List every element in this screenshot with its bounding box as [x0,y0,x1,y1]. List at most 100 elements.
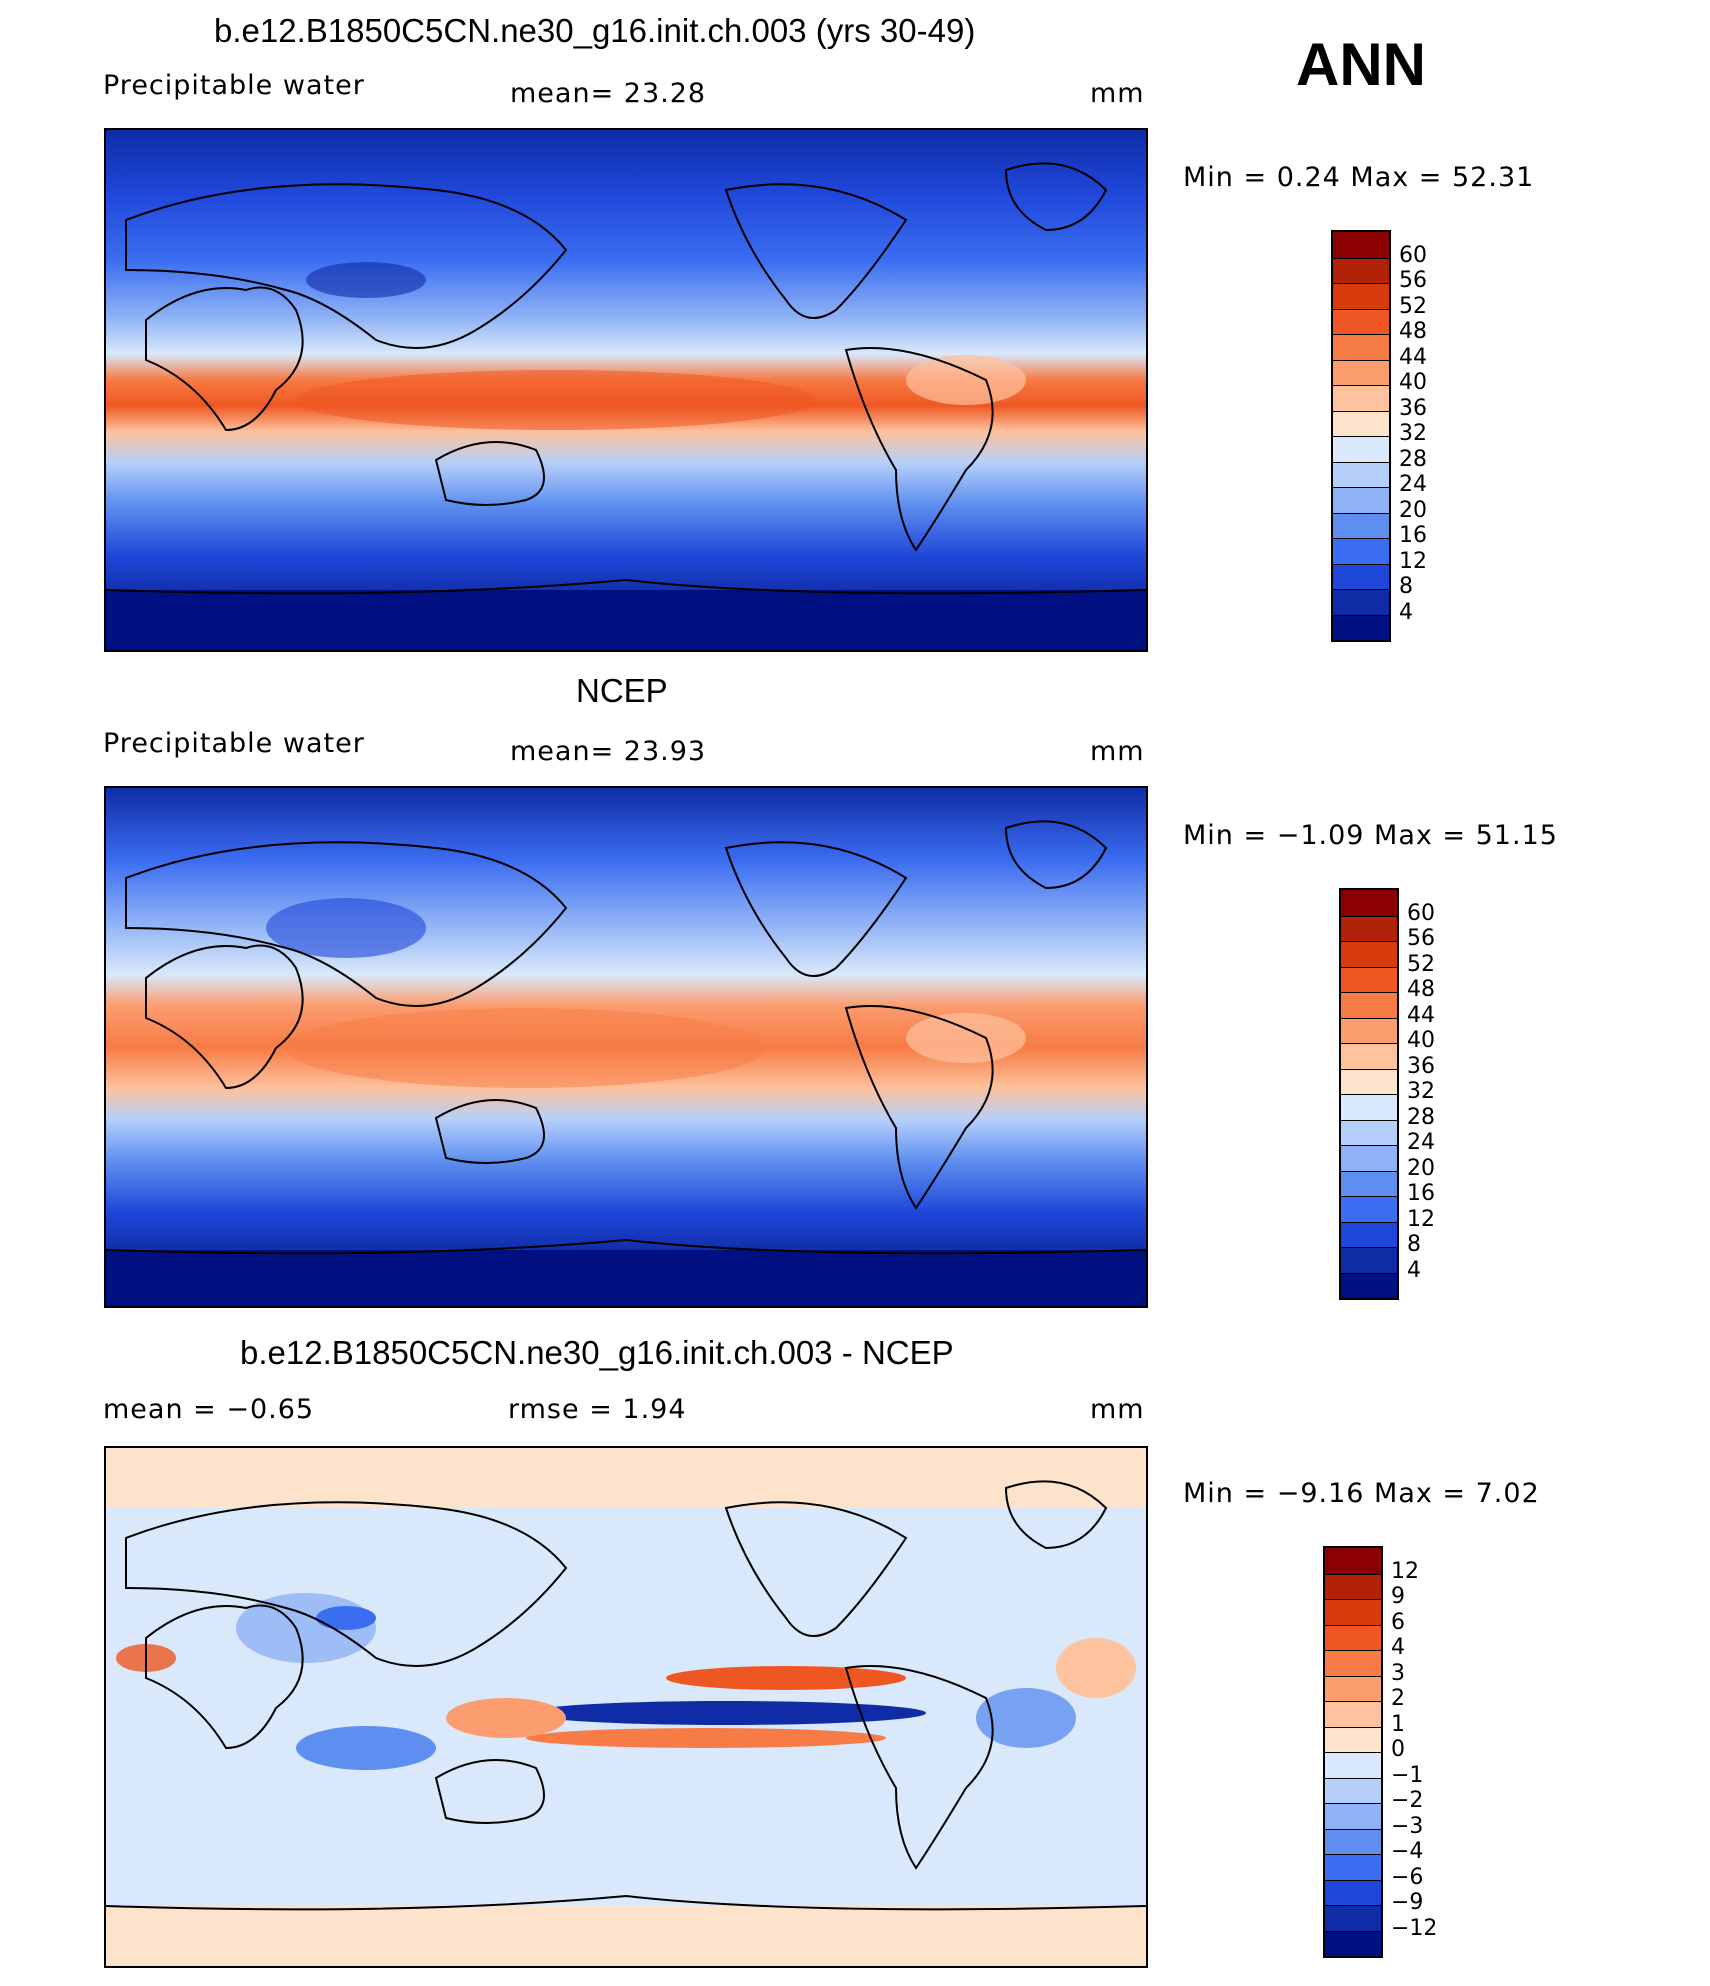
colorbar-tick-label: −2 [1391,1788,1424,1813]
colorbar-swatch [1341,1068,1397,1094]
colorbar-tick-label: 12 [1391,1558,1419,1584]
colorbar-swatch [1325,1930,1381,1956]
colorbar-tick-label: 20 [1407,1155,1435,1181]
panel-1-map-svg [106,130,1146,650]
panel-2-minmax-label: Min = −1.09 Max = 51.15 [1183,820,1558,851]
panel-1-colorbar [1331,230,1391,642]
colorbar-tick-label: 12 [1407,1206,1435,1232]
colorbar-swatch [1333,283,1389,309]
colorbar-swatch [1341,1119,1397,1145]
colorbar-tick-label: −3 [1391,1813,1424,1839]
colorbar-swatch [1333,487,1389,513]
colorbar-swatch [1325,1803,1381,1829]
colorbar-tick-label: 9 [1391,1584,1405,1609]
colorbar-swatch [1325,1650,1381,1676]
colorbar-tick-label: −9 [1391,1890,1424,1915]
colorbar-tick-label: 20 [1399,497,1427,523]
colorbar-swatch [1333,359,1389,385]
panel-2-units-label: mm [1090,736,1145,767]
panel-1-title: b.e12.B1850C5CN.ne30_g16.init.ch.003 (yr… [214,12,976,49]
colorbar-tick-label: 6 [1391,1609,1405,1635]
panel-3-title: b.e12.B1850C5CN.ne30_g16.init.ch.003 - N… [240,1334,954,1371]
colorbar-swatch [1341,966,1397,992]
colorbar-tick-label: 32 [1407,1079,1435,1104]
colorbar-tick-label: 1 [1391,1711,1405,1737]
colorbar-swatch [1333,589,1389,615]
colorbar-tick-label: −12 [1391,1915,1438,1941]
colorbar-tick-label: 44 [1399,344,1427,370]
panel-1-coastlines [106,162,1146,595]
colorbar-swatch [1333,410,1389,436]
colorbar-swatch [1325,1573,1381,1599]
panel-2-variable-label: Precipitable water [103,728,365,759]
colorbar-tick-label: 40 [1399,370,1427,395]
colorbar-tick-label: 48 [1407,977,1435,1002]
colorbar-tick-label: 60 [1399,242,1427,268]
colorbar-tick-label: 24 [1399,472,1427,497]
colorbar-tick-label: 52 [1407,951,1435,977]
colorbar-tick-label: 52 [1399,293,1427,319]
panel-3-coastlines [106,1480,1146,1911]
colorbar-tick-label: 16 [1407,1181,1435,1206]
season-label: ANN [1296,31,1426,98]
panel-3-mean-label: mean = −0.65 [103,1394,315,1425]
colorbar-swatch [1333,436,1389,462]
colorbar-swatch [1333,461,1389,487]
colorbar-swatch [1325,1879,1381,1905]
colorbar-tick-label: 8 [1407,1232,1421,1257]
colorbar-swatch [1325,1777,1381,1803]
panel-2-colorbar [1339,888,1399,1300]
colorbar-swatch [1341,1017,1397,1043]
colorbar-swatch [1325,1905,1381,1931]
colorbar-tick-label: 60 [1407,900,1435,926]
colorbar-tick-label: 3 [1391,1660,1405,1686]
colorbar-tick-label: 24 [1407,1130,1435,1155]
panel-2-map [104,786,1148,1308]
panel-2-mean-label: mean= 23.93 [510,736,707,767]
colorbar-tick-label: −1 [1391,1762,1424,1788]
colorbar-tick-label: −4 [1391,1839,1424,1864]
colorbar-tick-label: 56 [1407,926,1435,951]
colorbar-tick-label: 2 [1391,1686,1405,1711]
panel-3-map [104,1446,1148,1968]
panel-1-mean-label: mean= 23.28 [510,78,707,109]
panel-1-map [104,128,1148,652]
colorbar-swatch [1325,1828,1381,1854]
colorbar-swatch [1333,512,1389,538]
panel-2-coastlines [106,820,1146,1255]
colorbar-swatch [1325,1752,1381,1778]
colorbar-tick-label: 36 [1407,1053,1435,1079]
colorbar-tick-label: −6 [1391,1864,1424,1890]
colorbar-tick-label: 16 [1399,523,1427,548]
panel-3-minmax-label: Min = −9.16 Max = 7.02 [1183,1478,1540,1509]
colorbar-swatch [1325,1548,1381,1574]
colorbar-tick-label: 44 [1407,1002,1435,1028]
colorbar-swatch [1333,563,1389,589]
colorbar-swatch [1333,538,1389,564]
colorbar-swatch [1341,1170,1397,1196]
colorbar-tick-label: 48 [1399,319,1427,344]
panel-3-map-svg [106,1448,1146,1966]
colorbar-swatch [1333,614,1389,640]
colorbar-swatch [1341,1043,1397,1069]
panel-2-title: NCEP [576,672,668,709]
panel-3-colorbar [1323,1546,1383,1958]
colorbar-tick-label: 28 [1407,1104,1435,1130]
colorbar-tick-label: 56 [1399,268,1427,293]
colorbar-swatch [1325,1854,1381,1880]
colorbar-swatch [1333,385,1389,411]
colorbar-swatch [1325,1624,1381,1650]
colorbar-tick-label: 0 [1391,1737,1405,1762]
colorbar-swatch [1325,1726,1381,1752]
colorbar-tick-label: 28 [1399,446,1427,472]
colorbar-swatch [1341,1196,1397,1222]
colorbar-swatch [1325,1675,1381,1701]
colorbar-swatch [1333,232,1389,258]
colorbar-swatch [1333,334,1389,360]
colorbar-tick-label: 12 [1399,548,1427,574]
colorbar-tick-label: 36 [1399,395,1427,421]
colorbar-tick-label: 32 [1399,421,1427,446]
colorbar-swatch [1341,992,1397,1018]
colorbar-swatch [1341,941,1397,967]
colorbar-tick-label: 4 [1391,1635,1405,1660]
